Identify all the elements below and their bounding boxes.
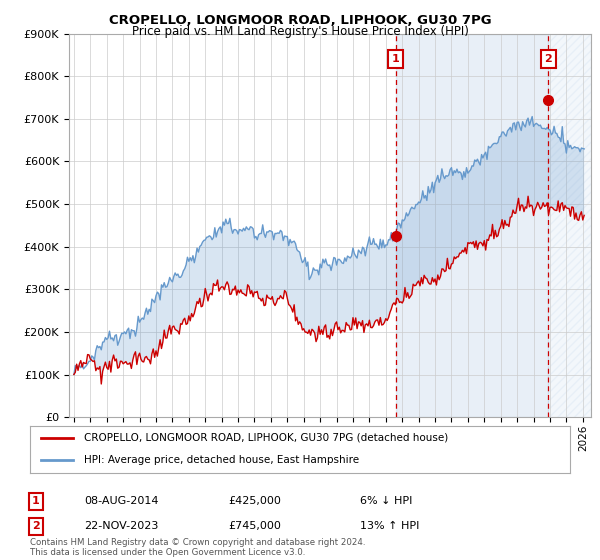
Text: CROPELLO, LONGMOOR ROAD, LIPHOOK, GU30 7PG: CROPELLO, LONGMOOR ROAD, LIPHOOK, GU30 7…	[109, 14, 491, 27]
Text: HPI: Average price, detached house, East Hampshire: HPI: Average price, detached house, East…	[84, 455, 359, 465]
Text: 13% ↑ HPI: 13% ↑ HPI	[360, 521, 419, 531]
Text: 1: 1	[392, 54, 400, 64]
Text: £425,000: £425,000	[228, 496, 281, 506]
Text: 2: 2	[32, 521, 40, 531]
Text: Price paid vs. HM Land Registry's House Price Index (HPI): Price paid vs. HM Land Registry's House …	[131, 25, 469, 38]
Text: 08-AUG-2014: 08-AUG-2014	[84, 496, 158, 506]
Text: CROPELLO, LONGMOOR ROAD, LIPHOOK, GU30 7PG (detached house): CROPELLO, LONGMOOR ROAD, LIPHOOK, GU30 7…	[84, 432, 448, 442]
Text: 2: 2	[544, 54, 552, 64]
Text: Contains HM Land Registry data © Crown copyright and database right 2024.
This d: Contains HM Land Registry data © Crown c…	[30, 538, 365, 557]
Text: 1: 1	[32, 496, 40, 506]
Bar	[395, 34, 548, 417]
Text: 22-NOV-2023: 22-NOV-2023	[84, 521, 158, 531]
Text: £745,000: £745,000	[228, 521, 281, 531]
Bar	[548, 34, 591, 417]
Text: 6% ↓ HPI: 6% ↓ HPI	[360, 496, 412, 506]
